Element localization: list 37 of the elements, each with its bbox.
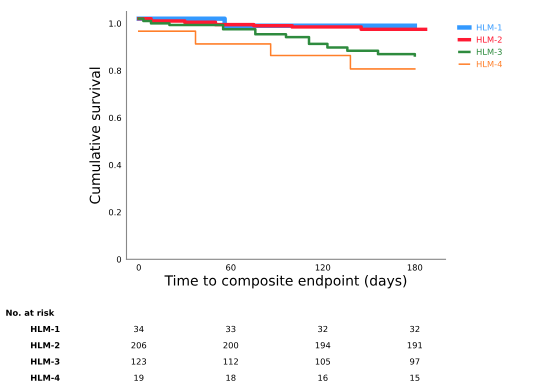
text: No. at risk [6,309,54,316]
text: 33 [226,326,236,332]
legend-label: HLM-2 [476,36,502,43]
text: 200 [223,342,238,348]
text: 105 [316,358,330,365]
text: HLM-3 [31,358,60,365]
text: 32 [318,326,328,332]
legend-label: HLM-3 [476,48,502,55]
legend-label: HLM-1 [476,24,502,30]
text: 206 [131,342,146,348]
legend-label: HLM-4 [476,61,502,68]
y-tick-label: 1.0 [109,20,122,27]
text: HLM-1 [31,326,60,332]
text: 112 [224,358,238,365]
text: 191 [408,342,422,348]
text: 34 [134,326,144,332]
y-tick-label: 0 [116,256,122,263]
text: 15 [410,374,420,381]
y-tick-label: 0.8 [108,68,122,74]
y-tick-label: 0.2 [108,209,121,216]
text: HLM-2 [31,342,60,348]
x-tick-label: 120 [316,264,330,271]
x-tick-label: 180 [408,264,422,271]
y-tick-label: 0.4 [108,162,122,168]
text: 32 [410,326,420,332]
x-tick-label: 0 [136,264,141,271]
text: 194 [316,342,330,348]
text: 19 [134,374,144,381]
text: 123 [132,358,146,365]
x-tick-label: 60 [226,264,236,271]
x-axis-title: Time to composite endpoint (days) [164,274,406,288]
y-axis-title: Cumulative survival [89,68,100,204]
text: 18 [226,374,236,381]
y-tick-label: 0.6 [108,114,122,122]
text: 97 [410,358,420,365]
text: HLM-4 [31,374,60,381]
text: 16 [318,374,328,381]
